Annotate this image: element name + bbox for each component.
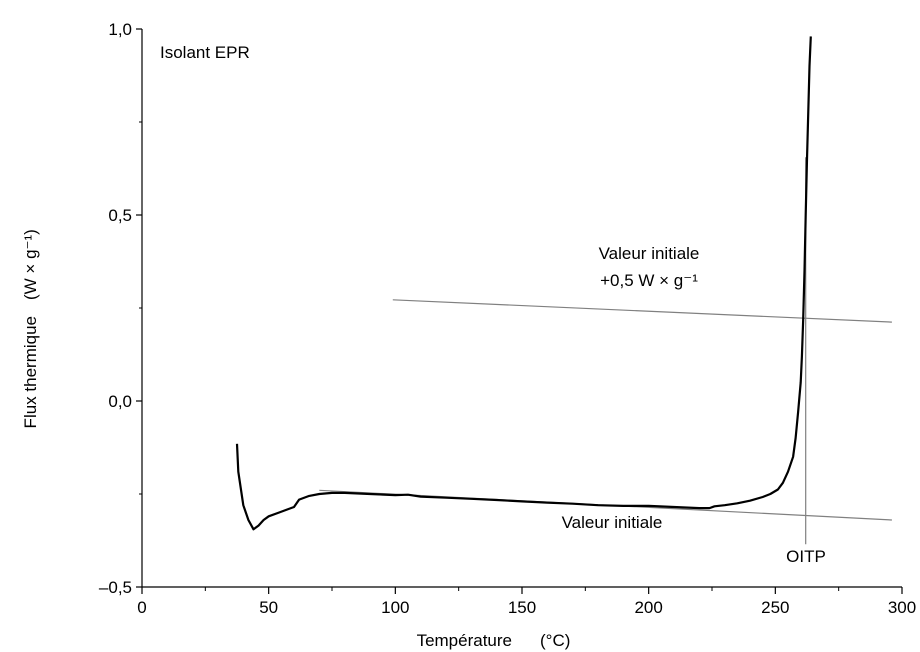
y-axis-title-text: Flux thermique (21, 316, 40, 428)
x-tick-label: 100 (381, 598, 409, 617)
x-tick-label: 50 (259, 598, 278, 617)
y-axis-title: Flux thermique (W × g⁻¹) (21, 229, 40, 428)
offset-line (392, 299, 892, 323)
annotations: Isolant EPR Valeur initiale Valeur initi… (160, 43, 826, 566)
x-tick-label: 200 (634, 598, 662, 617)
dsc-curve (235, 36, 812, 531)
x-tick-label: 300 (888, 598, 916, 617)
y-axis-title-unit: (W × g⁻¹) (21, 229, 40, 300)
x-axis-title-unit: (°C) (540, 631, 570, 650)
x-tick-label: 150 (508, 598, 536, 617)
series-layer (235, 36, 892, 545)
x-axis-title-text: Température (417, 631, 512, 650)
y-tick-label: 1,0 (108, 20, 132, 39)
x-tick-label: 250 (761, 598, 789, 617)
x-axis-title: Température (°C) (417, 631, 571, 650)
axis-tick-labels: 0 50 100 150 200 250 300 –0,5 0,0 0,5 1,0 (99, 20, 916, 617)
y-tick-label: –0,5 (99, 578, 132, 597)
plot-frame (141, 29, 902, 588)
axis-ticks (136, 28, 903, 594)
chart-inner-title: Isolant EPR (160, 43, 250, 62)
baseline-label: Valeur initiale (562, 513, 663, 532)
oitp-label: OITP (786, 547, 826, 566)
x-tick-label: 0 (137, 598, 146, 617)
offset-label-line2: +0,5 W × g⁻¹ (600, 271, 698, 290)
y-tick-label: 0,0 (108, 392, 132, 411)
offset-label-line1: Valeur initiale (599, 244, 700, 263)
y-tick-label: 0,5 (108, 206, 132, 225)
